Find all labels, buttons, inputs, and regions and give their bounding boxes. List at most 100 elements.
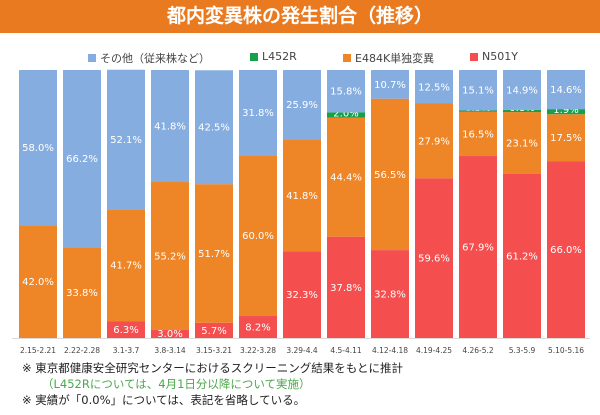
legend-label: N501Y [482, 50, 518, 63]
legend-item-n501y: N501Y [470, 50, 518, 63]
data-label: 15.1% [462, 86, 494, 97]
bar-segment [459, 156, 497, 338]
data-label: 27.9% [418, 136, 450, 147]
bar-segment [195, 322, 233, 338]
data-label: 42.0% [22, 277, 54, 288]
data-label: 61.2% [506, 251, 538, 262]
legend-label: L452R [262, 50, 297, 63]
bar-segment [459, 110, 497, 112]
bar-segment [283, 139, 321, 252]
bar-segment [503, 109, 541, 113]
bar-segment [371, 250, 409, 338]
data-label: 25.9% [286, 100, 318, 111]
data-label: 51.7% [198, 249, 230, 260]
bar-segment [547, 70, 585, 110]
bar-segment [151, 182, 189, 330]
bar-segment [415, 178, 453, 338]
bar-segment [503, 70, 541, 110]
x-tick-label: 4.12-4.18 [372, 346, 408, 355]
stacked-bar-chart: 42.0% 58.0% 2.15-2.21 33.8% 66.2% 2.22-2.28 6.… [12, 69, 590, 355]
bar-segment [63, 70, 101, 248]
data-label: 3.0% [157, 329, 182, 340]
data-label: 52.1% [110, 135, 142, 146]
data-label: 37.8% [330, 283, 362, 294]
bar-segment [283, 251, 321, 338]
bar-segment [151, 329, 189, 338]
bar-segment [283, 70, 321, 140]
x-tick-label: 2.22-2.28 [64, 346, 100, 355]
data-label: 58.0% [22, 143, 54, 154]
legend-swatch [343, 54, 351, 62]
x-tick-label: 4.5-4.11 [330, 346, 362, 355]
bar-segment [195, 70, 233, 185]
footnote-2: （L452Rについては、4月1日分以降について実施） [42, 377, 311, 391]
legend-swatch [88, 54, 96, 62]
data-label: 32.3% [286, 290, 318, 301]
data-label: 5.7% [201, 326, 226, 337]
data-label: 41.8% [286, 191, 318, 202]
data-label: 66.2% [66, 154, 98, 165]
x-tick-label: 3.22-3.28 [240, 346, 276, 355]
bar-segment [371, 98, 409, 251]
data-label: 60.0% [242, 231, 274, 242]
legend-label: E484K単独変異 [355, 52, 435, 65]
chart-title: 都内変異株の発生割合（推移） [0, 0, 600, 33]
bar-segment [327, 236, 365, 338]
legend-item-e484k: E484K単独変異 [343, 50, 434, 66]
bar-segment [327, 117, 365, 237]
bar-segment [63, 247, 101, 338]
data-label: 16.5% [462, 129, 494, 140]
data-label: 14.6% [550, 85, 582, 96]
bar-segment [371, 70, 409, 99]
bar-segment [459, 111, 497, 157]
data-label: 15.8% [330, 87, 362, 98]
bar-segment [107, 321, 145, 338]
x-tick-label: 5.3-5.9 [509, 346, 536, 355]
legend-label: その他（従来株など） [100, 52, 210, 65]
bar-segment [327, 70, 365, 113]
bar-segment [239, 70, 277, 156]
x-tick-label: 4.26-5.2 [462, 346, 494, 355]
data-label: 23.1% [506, 139, 538, 150]
bar-segment [547, 161, 585, 338]
bar-segment [415, 70, 453, 104]
bar-segment [151, 70, 189, 183]
data-label: 55.2% [154, 251, 186, 262]
data-label: 31.8% [242, 108, 274, 119]
bar-segment [107, 69, 145, 210]
legend-item-other: その他（従来株など） [88, 50, 210, 66]
data-label: 44.4% [330, 173, 362, 184]
bar-segment [19, 70, 57, 226]
data-label: 41.8% [154, 122, 186, 133]
x-tick-label: 3.8-3.14 [154, 346, 186, 355]
bar-segment [459, 70, 497, 111]
data-label: 32.8% [374, 290, 406, 301]
legend-item-l452r: L452R [250, 50, 297, 63]
footnote-1: ※ 東京都健康安全研究センターにおけるスクリーニング結果をもとに推計 [22, 361, 404, 375]
data-label: 8.2% [245, 323, 270, 334]
bar-segment [547, 114, 585, 162]
data-label: 41.7% [110, 261, 142, 272]
bar-segment [107, 209, 145, 322]
bar-segment [195, 184, 233, 323]
bar-segment [415, 103, 453, 179]
x-tick-label: 3.1-3.7 [113, 346, 140, 355]
bar-segment [327, 112, 365, 118]
data-label: 12.5% [418, 82, 450, 93]
x-tick-label: 5.10-5.16 [548, 346, 584, 355]
data-label: 33.8% [66, 288, 98, 299]
footnotes: ※ 東京都健康安全研究センターにおけるスクリーニング結果をもとに推計 （L452… [22, 360, 403, 408]
bar-segment [239, 155, 277, 317]
x-tick-label: 3.15-3.21 [196, 346, 232, 355]
data-label: 66.0% [550, 245, 582, 256]
data-label: 56.5% [374, 170, 406, 181]
data-label: 17.5% [550, 133, 582, 144]
bar-segment [239, 316, 277, 338]
data-label: 67.9% [462, 243, 494, 254]
footnote-3: ※ 実績が「0.0%」については、表記を省略している。 [22, 393, 306, 407]
data-label: 6.3% [113, 325, 138, 336]
bar-segment [503, 112, 541, 174]
bar-segment [503, 173, 541, 338]
bar-segment [19, 225, 57, 338]
data-label: 14.9% [506, 85, 538, 96]
